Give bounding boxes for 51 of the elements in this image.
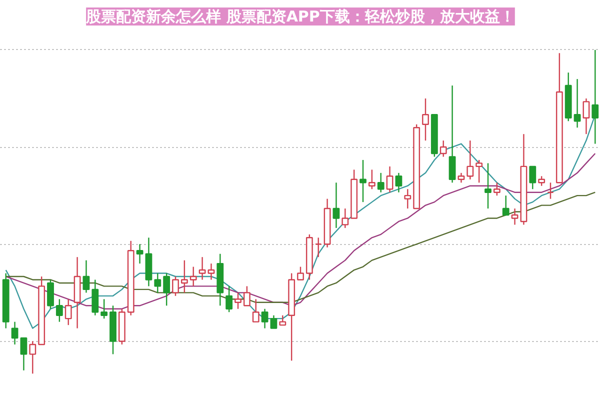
candlestick	[484, 162, 492, 210]
candlestick	[252, 298, 260, 322]
candlestick	[377, 172, 384, 193]
candlestick	[208, 262, 215, 280]
candlestick	[234, 292, 242, 310]
candlestick	[592, 49, 599, 144]
candlestick	[574, 78, 581, 128]
candlestick	[297, 266, 304, 280]
candlestick	[314, 237, 322, 258]
candlestick	[92, 279, 99, 316]
candlestick	[404, 188, 412, 210]
candlestick	[422, 98, 429, 142]
candlestick	[386, 166, 394, 193]
candlestick	[476, 159, 483, 184]
candlestick	[360, 159, 366, 203]
candlestick	[582, 98, 590, 135]
chart-title: 股票配资新余怎么样 股票配资APP下载：轻松炒股，放大收益！	[85, 8, 515, 26]
candlestick	[47, 279, 54, 310]
candlestick	[368, 169, 376, 190]
candlestick	[82, 260, 90, 294]
candlestick	[332, 182, 340, 229]
candlestick	[243, 286, 250, 306]
candlestick	[529, 166, 536, 190]
candlestick	[466, 140, 474, 180]
candlestick	[342, 208, 349, 229]
candlestick	[29, 340, 36, 374]
candlestick	[11, 321, 18, 346]
candlestick	[440, 140, 447, 158]
candlestick	[226, 286, 233, 313]
candlestick	[163, 272, 170, 306]
candlestick	[279, 314, 286, 326]
candlestick	[154, 272, 162, 294]
candlestick	[458, 172, 465, 184]
candlestick	[180, 260, 188, 294]
candlestick	[190, 266, 197, 287]
candlestick	[395, 172, 402, 193]
candlestick	[64, 298, 72, 326]
candlestick	[261, 308, 268, 329]
candlestick	[547, 182, 554, 200]
candlestick	[511, 208, 518, 226]
candlestick	[20, 337, 28, 371]
candlestick	[198, 256, 206, 280]
candlestick	[56, 298, 63, 322]
candlestick	[136, 244, 144, 264]
candlestick	[172, 276, 179, 297]
candlestick	[502, 194, 510, 216]
candlestick	[448, 84, 456, 184]
candlestick	[493, 182, 500, 196]
candlestick	[100, 298, 108, 320]
candlestick	[270, 314, 278, 329]
candlestick	[538, 176, 546, 186]
